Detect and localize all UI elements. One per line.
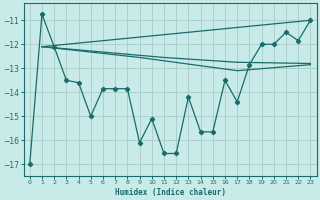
X-axis label: Humidex (Indice chaleur): Humidex (Indice chaleur) [115,188,226,197]
